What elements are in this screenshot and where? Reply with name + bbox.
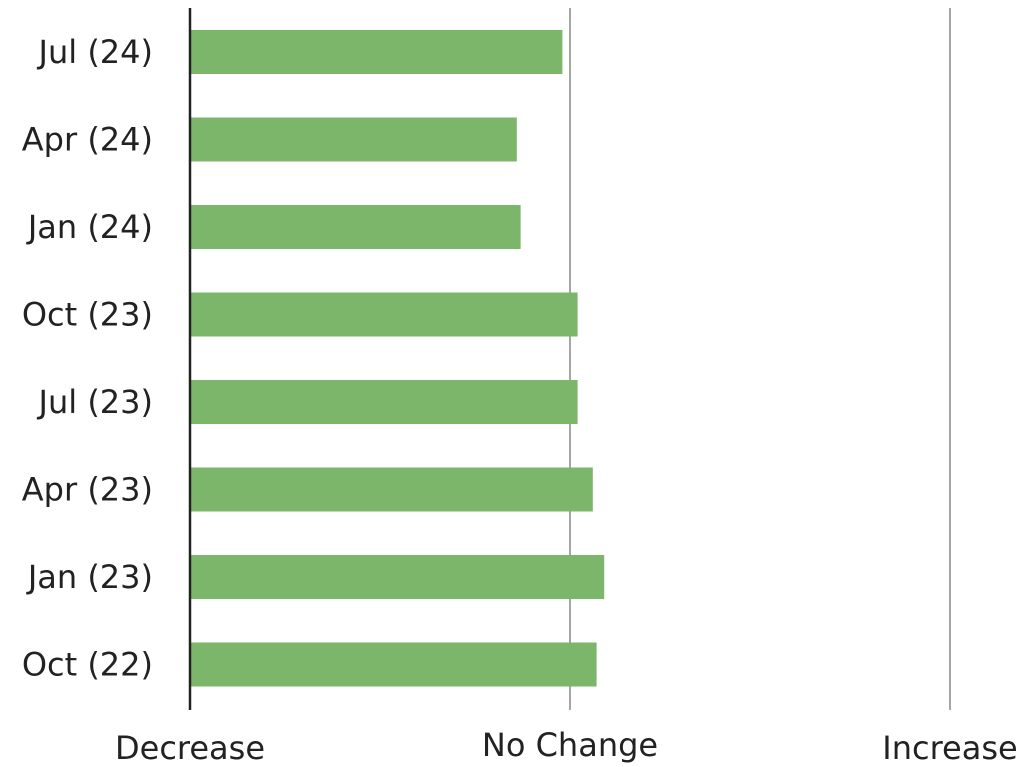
x-tick-label: Decrease: [115, 729, 265, 767]
category-label: Apr (23): [22, 471, 153, 509]
category-label: Jan (24): [26, 208, 153, 246]
x-tick-label: Increase: [882, 729, 1017, 767]
gridlines: [569, 8, 951, 710]
bar-0: [190, 30, 563, 74]
category-label: Oct (22): [22, 646, 153, 684]
bar-6: [190, 555, 605, 599]
category-label: Jan (23): [26, 558, 153, 596]
category-label: Apr (24): [22, 121, 153, 159]
bar-1: [190, 117, 517, 162]
bars: [190, 30, 605, 687]
category-label: Jul (24): [37, 33, 153, 71]
x-tick-label: No Change: [482, 726, 658, 764]
category-label: Oct (23): [22, 296, 153, 334]
bar-3: [190, 292, 578, 337]
category-label: Jul (23): [37, 383, 153, 421]
bar-5: [190, 467, 593, 512]
x-tick-labels: Decrease No Change Increase: [115, 726, 1018, 767]
bar-2: [190, 205, 521, 249]
category-labels: Jul (24) Apr (24) Jan (24) Oct (23) Jul (23)…: [22, 33, 153, 684]
bar-7: [190, 642, 597, 687]
bar-4: [190, 380, 578, 424]
